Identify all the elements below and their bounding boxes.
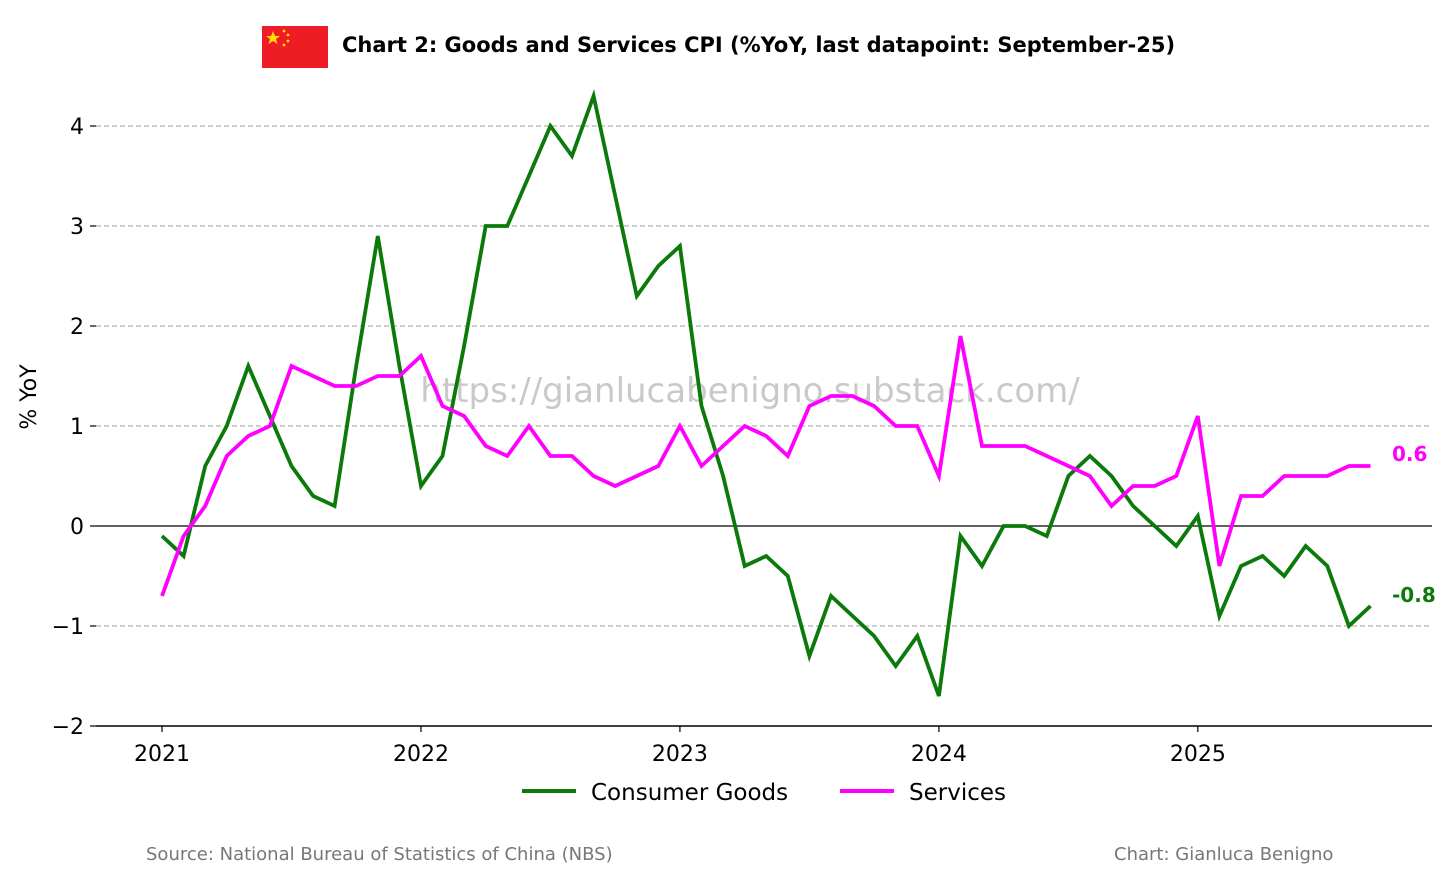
y-tick-label: −2 [52, 715, 84, 740]
series-line-consumer-goods [160, 89, 1372, 697]
x-tick-label: 2023 [652, 742, 708, 767]
end-label-consumer-goods: -0.8 [1392, 583, 1436, 607]
x-tick-label: 2024 [911, 742, 967, 767]
x-tick-label: 2021 [134, 742, 190, 767]
x-tick-label: 2025 [1170, 742, 1226, 767]
y-tick-label: 4 [70, 115, 84, 140]
chart-credit: Chart: Gianluca Benigno [1114, 844, 1333, 865]
series-group [160, 89, 1372, 697]
y-tick-label: 2 [70, 315, 84, 340]
y-tick-label: −1 [52, 615, 84, 640]
y-tick-label: 0 [70, 515, 84, 540]
y-axis: 4 3 2 1 0 −1 −2 [52, 115, 96, 740]
end-label-services: 0.6 [1392, 442, 1427, 466]
legend: Consumer Goods Services [522, 780, 1006, 806]
x-tick-label: 2022 [393, 742, 449, 767]
y-tick-label: 3 [70, 215, 84, 240]
series-line-services [160, 335, 1371, 597]
legend-label-services: Services [909, 780, 1006, 806]
y-axis-label: % YoY [17, 364, 42, 430]
x-axis: 2021 2022 2023 2024 2025 [134, 726, 1226, 767]
legend-label-consumer-goods: Consumer Goods [591, 780, 788, 806]
source-note: Source: National Bureau of Statistics of… [146, 844, 613, 865]
gridlines [96, 125, 1432, 727]
watermark: https://gianlucabenigno.substack.com/ [420, 371, 1080, 411]
china-flag-icon [262, 26, 328, 68]
y-tick-label: 1 [70, 415, 84, 440]
chart-title: Chart 2: Goods and Services CPI (%YoY, l… [342, 33, 1175, 57]
